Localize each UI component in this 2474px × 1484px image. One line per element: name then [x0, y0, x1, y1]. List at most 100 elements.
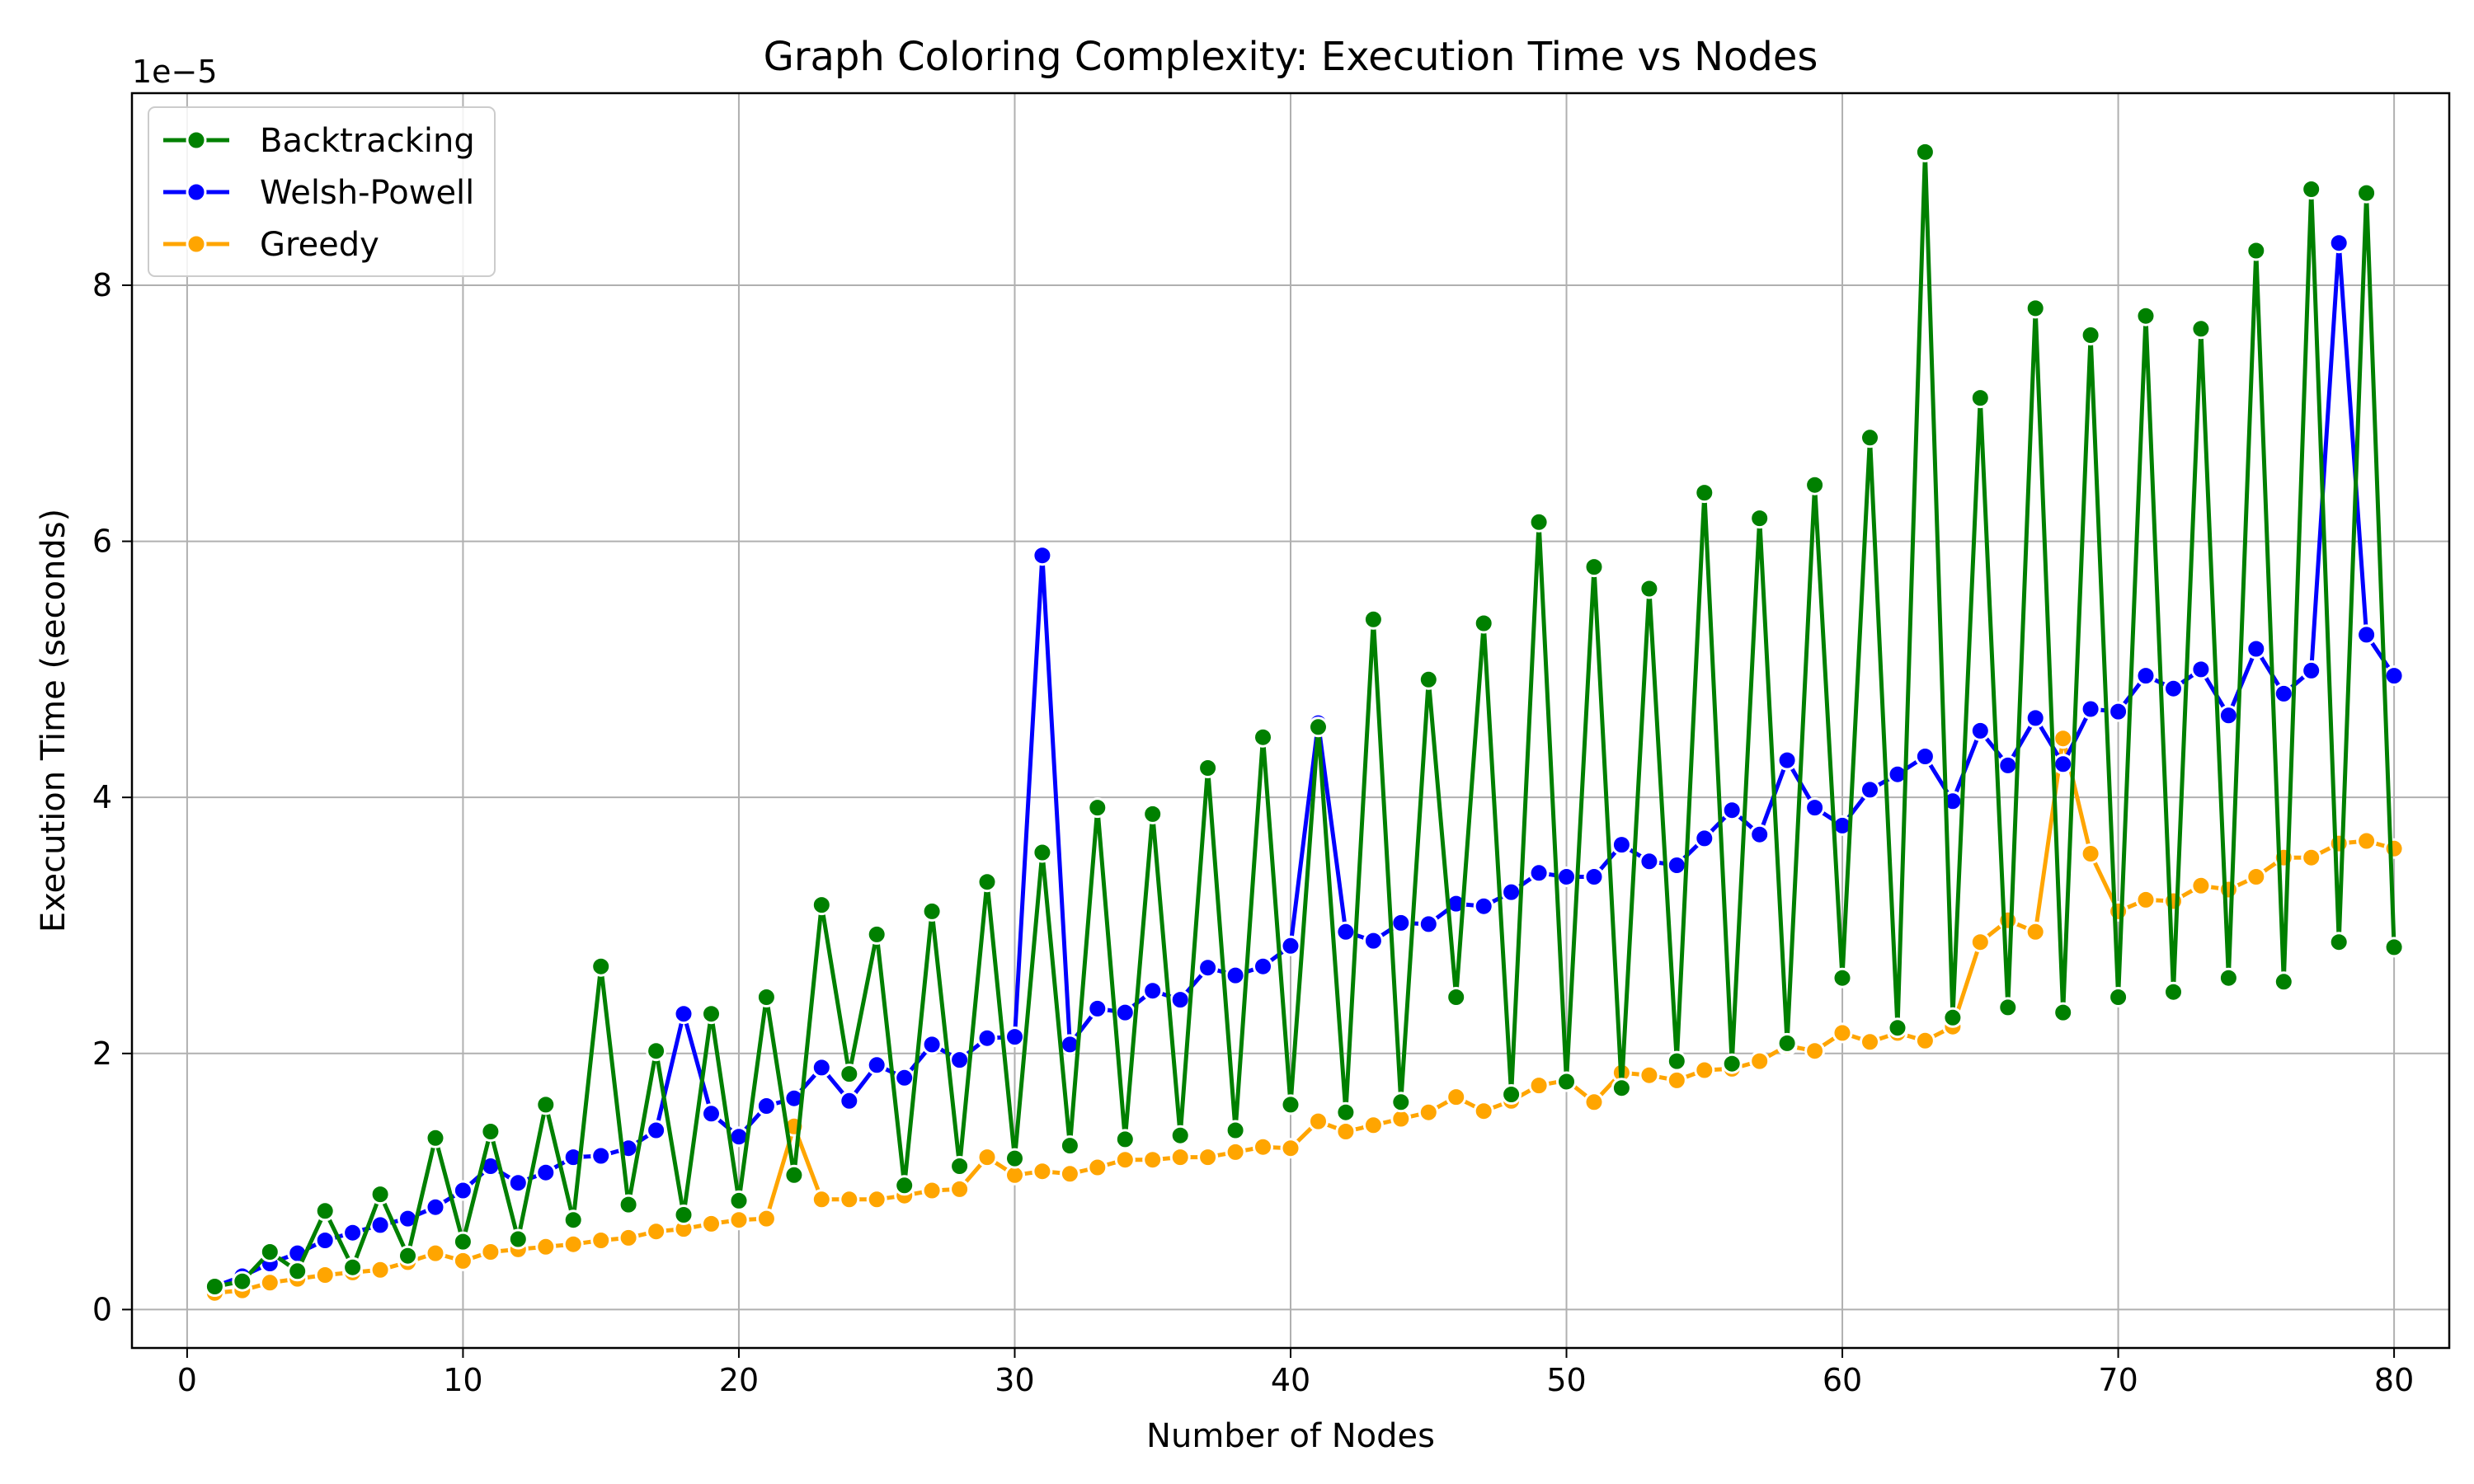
series-group	[204, 141, 2405, 1303]
data-point	[1528, 511, 1550, 533]
data-point	[314, 1265, 336, 1285]
data-point	[1280, 935, 1301, 956]
data-point	[1860, 779, 1880, 801]
data-point	[562, 1209, 584, 1231]
data-point	[949, 1156, 971, 1176]
data-point	[1308, 716, 1329, 738]
data-point	[1004, 1026, 1025, 1048]
data-point	[1004, 1148, 1025, 1169]
data-point	[1362, 608, 1384, 630]
data-point	[2218, 705, 2239, 726]
data-point	[2328, 932, 2349, 953]
legend-marker	[186, 233, 207, 255]
data-point	[1114, 1149, 1136, 1171]
data-point	[1914, 1030, 1935, 1051]
y-axis-offset-label: 1e−5	[132, 54, 218, 90]
data-point	[204, 1276, 225, 1297]
y-tick-label: 8	[92, 267, 112, 303]
data-point	[2108, 701, 2129, 722]
data-point	[646, 1221, 667, 1242]
data-point	[701, 1003, 722, 1025]
data-point	[1666, 855, 1687, 876]
data-point	[783, 1164, 805, 1186]
data-point	[2053, 1002, 2074, 1023]
data-point	[1749, 508, 1771, 529]
data-point	[2273, 971, 2294, 993]
data-point	[1666, 1050, 1687, 1072]
data-point	[2025, 298, 2046, 319]
data-point	[1169, 1125, 1191, 1146]
data-point	[369, 1214, 391, 1236]
data-point	[2218, 879, 2239, 900]
x-tick-label: 30	[995, 1362, 1034, 1398]
data-point	[1087, 797, 1108, 819]
data-point	[1914, 746, 1935, 767]
data-point	[2328, 232, 2349, 254]
data-point	[1997, 909, 2019, 931]
data-point	[1390, 1092, 1412, 1113]
data-point	[1197, 1147, 1219, 1168]
data-point	[425, 1127, 446, 1148]
data-point	[673, 1003, 694, 1025]
x-tick-label: 40	[1271, 1362, 1310, 1398]
data-point	[1473, 613, 1494, 634]
data-point	[839, 1090, 860, 1111]
data-point	[590, 956, 612, 977]
data-point	[2163, 981, 2184, 1003]
data-point	[369, 1259, 391, 1280]
data-point	[1087, 1157, 1108, 1178]
data-point	[2383, 937, 2405, 958]
data-point	[755, 1208, 777, 1229]
data-point	[673, 1205, 694, 1225]
data-point	[507, 1228, 529, 1250]
data-point	[1169, 1147, 1191, 1168]
data-point	[1611, 834, 1632, 856]
data-point	[1914, 141, 1935, 162]
data-point	[2163, 890, 2184, 912]
data-point	[259, 1272, 280, 1294]
y-tick-label: 6	[92, 524, 112, 560]
data-point	[1032, 545, 1053, 566]
data-point	[287, 1261, 308, 1282]
legend-box	[148, 106, 496, 277]
data-point	[2163, 678, 2184, 699]
data-point	[618, 1194, 639, 1215]
data-point	[1253, 726, 1273, 748]
data-point	[1473, 895, 1494, 917]
x-axis-label: Number of Nodes	[1146, 1417, 1435, 1455]
data-point	[921, 1180, 943, 1201]
data-point	[1528, 1075, 1550, 1097]
data-point	[507, 1172, 529, 1194]
data-point	[1860, 1031, 1880, 1053]
data-point	[866, 923, 887, 945]
data-point	[618, 1227, 639, 1248]
data-point	[1583, 866, 1605, 887]
data-point	[2383, 665, 2405, 687]
x-tick-label: 0	[177, 1362, 197, 1398]
data-point	[866, 1189, 887, 1210]
data-point	[1308, 1111, 1329, 1132]
data-point	[2080, 698, 2101, 720]
data-point	[976, 1147, 998, 1168]
data-point	[755, 1096, 777, 1116]
data-point	[1804, 1040, 1826, 1062]
legend-label: Backtracking	[260, 122, 475, 160]
data-point	[1059, 1163, 1080, 1185]
data-point	[2135, 305, 2157, 326]
data-point	[259, 1242, 280, 1262]
data-point	[1749, 824, 1771, 845]
data-point	[1114, 1129, 1136, 1150]
data-point	[2025, 921, 2046, 942]
data-point	[1694, 828, 1715, 849]
data-point	[2135, 665, 2157, 687]
data-point	[701, 1103, 722, 1125]
x-tick-label: 10	[443, 1362, 482, 1398]
legend-label: Welsh-Powell	[260, 174, 474, 212]
data-point	[811, 1189, 832, 1210]
data-point	[452, 1250, 473, 1271]
data-point	[728, 1209, 750, 1231]
data-point	[1804, 797, 1826, 819]
data-point	[2246, 240, 2267, 261]
data-point	[2246, 638, 2267, 660]
